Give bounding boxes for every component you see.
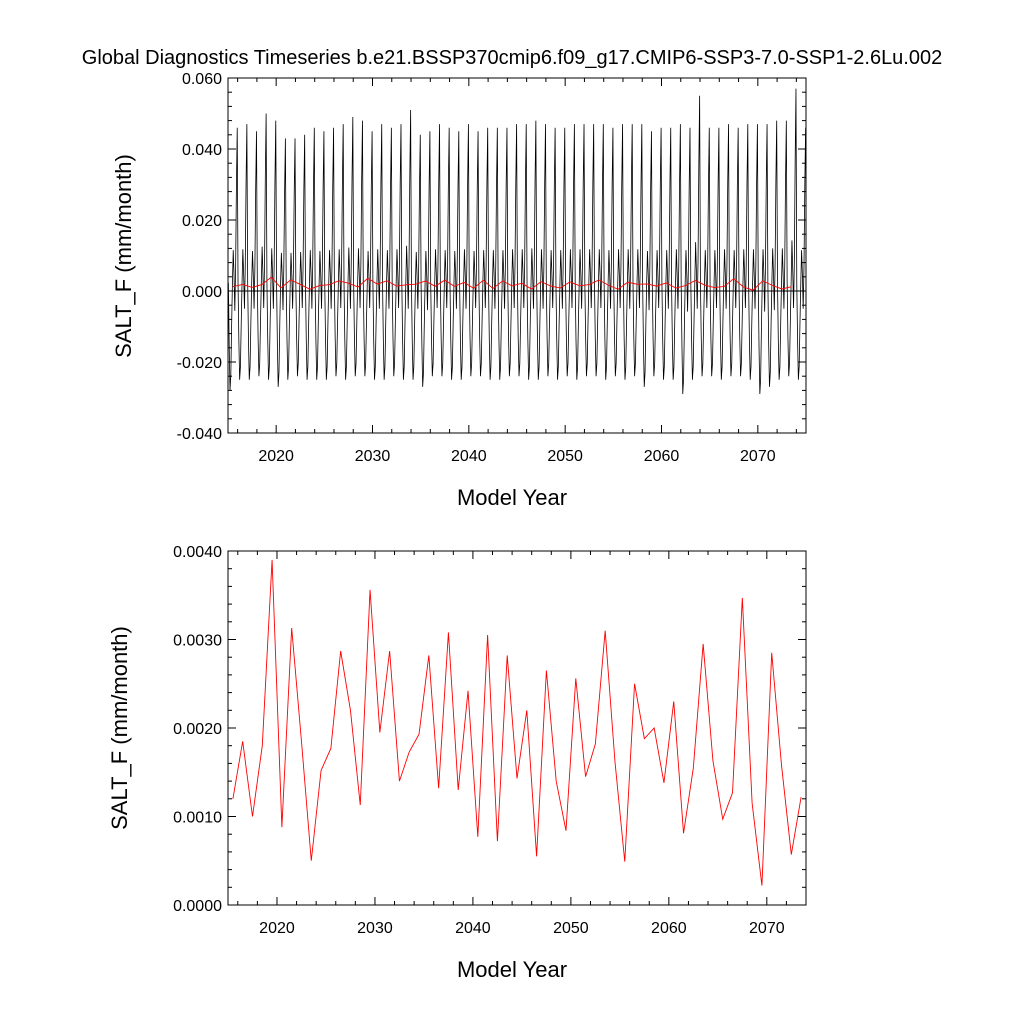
bottom-x-tick-label: 2030: [357, 920, 393, 937]
top-x-tick-label: 2050: [547, 448, 583, 465]
bottom-plot-area: [232, 559, 802, 886]
bottom-x-tick-label: 2040: [455, 920, 491, 937]
top-axis-ticks: 2020 2030 2040 2050 2060 2070 -0.040 -0.020 0.00…: [177, 71, 806, 465]
top-y-tick-label: 0.060: [182, 71, 222, 88]
bottom-panel: 2020 2030 2040 2050 2060 2070 0.0000 0.0010 0.00…: [107, 544, 807, 982]
bottom-y-tick-label: 0.0010: [173, 810, 222, 827]
bottom-y-tick-label: 0.0000: [173, 898, 222, 915]
top-y-tick-label: 0.000: [182, 284, 222, 301]
bottom-x-tick-label: 2070: [749, 920, 785, 937]
bottom-x-tick-label: 2060: [651, 920, 687, 937]
top-x-tick-label: 2030: [355, 448, 391, 465]
bottom-x-tick-label: 2020: [259, 920, 295, 937]
top-y-tick-label: -0.040: [177, 426, 222, 443]
bottom-y-tick-label: 0.0040: [173, 544, 222, 561]
top-x-tick-label: 2020: [258, 448, 294, 465]
top-x-tick-label: 2070: [740, 448, 776, 465]
bottom-xlabel: Model Year: [457, 957, 567, 982]
top-annual-series-line: [232, 276, 792, 291]
bottom-annual-series-line: [232, 559, 802, 886]
top-plot-area: [228, 88, 806, 394]
top-y-tick-label: 0.040: [182, 142, 222, 159]
top-ylabel: SALT_F (mm/month): [111, 154, 136, 358]
top-y-tick-label: -0.020: [177, 355, 222, 372]
top-y-tick-label: 0.020: [182, 213, 222, 230]
bottom-x-tick-label: 2050: [553, 920, 589, 937]
top-x-tick-label: 2060: [644, 448, 680, 465]
bottom-y-tick-label: 0.0020: [173, 721, 222, 738]
top-xlabel: Model Year: [457, 485, 567, 510]
bottom-y-tick-label: 0.0030: [173, 633, 222, 650]
bottom-plot-frame: [227, 550, 807, 906]
chart-title: Global Diagnostics Timeseries b.e21.BSSP…: [82, 47, 942, 69]
top-panel: 2020 2030 2040 2050 2060 2070 -0.040 -0.020 0.00…: [111, 71, 807, 510]
top-plot-frame: [227, 77, 807, 434]
top-x-tick-label: 2040: [451, 448, 487, 465]
top-monthly-series-line: [228, 88, 806, 394]
bottom-axis-ticks: 2020 2030 2040 2050 2060 2070 0.0000 0.0010 0.00…: [173, 544, 807, 937]
bottom-ylabel: SALT_F (mm/month): [107, 626, 132, 830]
